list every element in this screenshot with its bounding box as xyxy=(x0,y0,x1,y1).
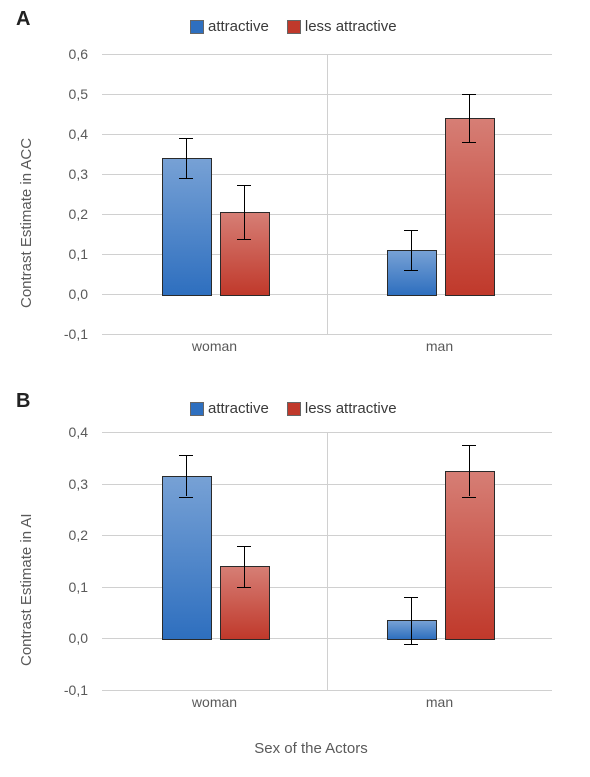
gridline xyxy=(102,334,552,335)
group-divider xyxy=(327,54,328,334)
y-tick-label: 0,0 xyxy=(69,286,88,302)
y-tick-label: 0,5 xyxy=(69,86,88,102)
legend-swatch-attractive xyxy=(190,20,204,34)
y-tick-label: 0,2 xyxy=(69,527,88,543)
error-cap xyxy=(462,142,476,143)
error-cap xyxy=(237,239,251,240)
legend-label-less-attractive: less attractive xyxy=(305,18,397,35)
legend-label-less-attractive-b: less attractive xyxy=(305,400,397,417)
bar-attractive-man xyxy=(387,250,437,296)
error-bar xyxy=(411,597,412,643)
bar-less-attractive-man xyxy=(445,118,495,296)
legend-item-less-attractive: less attractive xyxy=(287,18,397,35)
bar-attractive-woman xyxy=(162,476,212,641)
y-tick-label: 0,0 xyxy=(69,630,88,646)
legend-item-less-attractive-b: less attractive xyxy=(287,400,397,417)
error-bar xyxy=(186,138,187,178)
group-divider xyxy=(327,432,328,690)
chart-panel-b: Contrast Estimate in AI -0,10,00,10,20,3… xyxy=(56,426,566,726)
legend-item-attractive-b: attractive xyxy=(190,400,269,417)
legend-item-attractive: attractive xyxy=(190,18,269,35)
error-cap xyxy=(179,178,193,179)
x-tick-label-man: man xyxy=(426,694,453,710)
x-tick-label-woman: woman xyxy=(192,694,237,710)
panel-label-b: B xyxy=(16,390,30,413)
bar-attractive-man xyxy=(387,620,437,640)
error-cap xyxy=(462,94,476,95)
legend-label-attractive: attractive xyxy=(208,18,269,35)
error-cap xyxy=(404,597,418,598)
error-cap xyxy=(404,270,418,271)
y-tick-label: 0,1 xyxy=(69,579,88,595)
error-cap xyxy=(179,497,193,498)
error-cap xyxy=(462,445,476,446)
y-tick-label: 0,4 xyxy=(69,424,88,440)
x-axis-title: Sex of the Actors xyxy=(56,740,566,757)
error-cap xyxy=(179,455,193,456)
error-cap xyxy=(179,138,193,139)
error-bar xyxy=(469,94,470,142)
error-cap xyxy=(404,230,418,231)
legend-swatch-less-attractive-b xyxy=(287,402,301,416)
y-tick-label: 0,2 xyxy=(69,206,88,222)
plot-area-a xyxy=(102,54,552,334)
page: A attractive less attractive Contrast Es… xyxy=(0,0,590,777)
chart-panel-a: Contrast Estimate in ACC -0,10,00,10,20,… xyxy=(56,48,566,368)
x-tick-label-woman: woman xyxy=(192,338,237,354)
error-cap xyxy=(237,185,251,186)
panel-label-a: A xyxy=(16,8,30,31)
error-cap xyxy=(237,546,251,547)
error-bar xyxy=(244,185,245,239)
y-tick-label: -0,1 xyxy=(64,326,88,342)
error-cap xyxy=(404,644,418,645)
legend-b: attractive less attractive xyxy=(190,400,397,417)
error-cap xyxy=(462,497,476,498)
error-bar xyxy=(469,445,470,497)
x-tick-labels-b: woman man xyxy=(102,694,552,714)
y-tick-label: 0,3 xyxy=(69,476,88,492)
error-bar xyxy=(411,230,412,270)
y-axis-title-a: Contrast Estimate in ACC xyxy=(18,138,35,308)
y-tick-labels-a: -0,1 0,0 0,1 0,2 0,3 0,4 0,5 0,6 xyxy=(48,48,90,368)
legend: attractive less attractive xyxy=(190,18,397,35)
y-tick-label: 0,6 xyxy=(69,46,88,62)
y-tick-label: 0,3 xyxy=(69,166,88,182)
bar-less-attractive-woman xyxy=(220,212,270,296)
error-bar xyxy=(244,546,245,587)
plot-area-b xyxy=(102,432,552,690)
error-cap xyxy=(237,587,251,588)
x-tick-labels-a: woman man xyxy=(102,338,552,358)
y-tick-label: 0,1 xyxy=(69,246,88,262)
bar-less-attractive-woman xyxy=(220,566,270,640)
y-axis-title-b: Contrast Estimate in AI xyxy=(18,513,35,666)
error-bar xyxy=(186,455,187,496)
y-tick-labels-b: -0,1 0,0 0,1 0,2 0,3 0,4 xyxy=(48,426,90,726)
x-tick-label-man: man xyxy=(426,338,453,354)
legend-swatch-less-attractive xyxy=(287,20,301,34)
legend-swatch-attractive-b xyxy=(190,402,204,416)
gridline xyxy=(102,690,552,691)
y-tick-label: 0,4 xyxy=(69,126,88,142)
legend-label-attractive-b: attractive xyxy=(208,400,269,417)
y-tick-label: -0,1 xyxy=(64,682,88,698)
